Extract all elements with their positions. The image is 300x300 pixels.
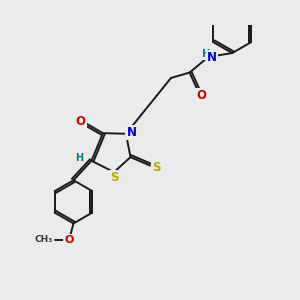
Text: S: S [152, 161, 161, 175]
Text: S: S [110, 171, 118, 184]
Text: H: H [75, 153, 83, 163]
Text: O: O [64, 235, 74, 245]
Text: O: O [196, 89, 206, 102]
Text: H: H [202, 49, 211, 59]
Text: CH₃: CH₃ [34, 236, 52, 244]
Text: N: N [207, 51, 217, 64]
Text: N: N [126, 126, 136, 139]
Text: O: O [76, 115, 86, 128]
